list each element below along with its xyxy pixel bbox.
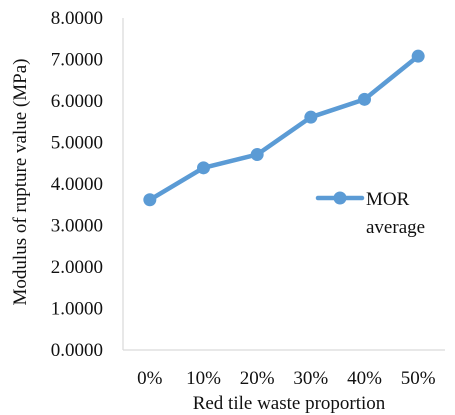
data-point [143,193,157,207]
data-point [411,49,425,63]
x-tick-label: 10% [186,368,221,389]
series-mor-average [143,49,425,207]
y-axis-title: Modulus of rupture value (MPa) [10,59,31,306]
data-point [358,92,371,106]
data-point [197,161,210,175]
x-axis-tick-labels: 0% 10% 20% 30% 40% 50% [137,368,436,389]
x-tick-label: 20% [240,368,275,389]
y-tick-label: 2.0000 [51,257,103,278]
data-point [250,148,264,162]
legend-label-line-1: MOR [366,189,410,210]
legend-label-line-2: average [366,217,425,238]
y-tick-label: 6.0000 [51,91,103,112]
series-line [147,53,421,203]
y-tick-label: 4.0000 [51,174,103,195]
y-axis-tick-labels: 0.0000 1.0000 2.0000 3.0000 4.0000 5.0000 6.00… [51,8,103,361]
data-point [304,110,318,124]
x-tick-label: 0% [137,368,163,389]
x-axis-title: Red tile waste proportion [193,393,386,414]
y-tick-label: 8.0000 [51,8,103,29]
legend-marker [333,191,347,205]
x-tick-label: 30% [293,368,328,389]
y-tick-label: 3.0000 [51,216,103,237]
y-tick-label: 0.0000 [51,340,103,361]
x-tick-label: 50% [401,368,436,389]
y-tick-label: 5.0000 [51,133,103,154]
y-tick-label: 1.0000 [51,299,103,320]
x-tick-label: 40% [347,368,382,389]
legend: MOR average [315,189,425,238]
y-tick-label: 7.0000 [51,50,103,71]
